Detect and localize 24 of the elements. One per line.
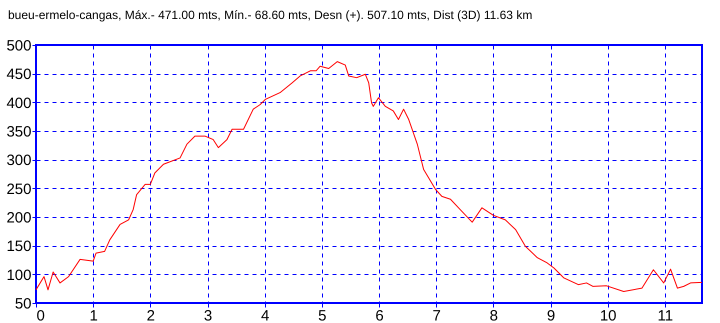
y-tick-label: 200 — [6, 210, 32, 226]
x-tick-label: 1 — [89, 308, 98, 323]
chart-title: bueu-ermelo-cangas, Máx.- 471.00 mts, Mín.- 68.60 mts, Desn (+). 507.10 mts, Dist (3D) 11.63 km — [8, 8, 532, 22]
x-tick-label: 2 — [146, 308, 156, 323]
x-tick-label: 11 — [658, 308, 674, 323]
x-tick-label: 3 — [204, 308, 212, 323]
y-tick-label: 450 — [6, 66, 32, 84]
y-tick-label: 400 — [6, 94, 32, 112]
y-tick-label: 50 — [14, 296, 32, 312]
x-tick-label: 8 — [490, 308, 498, 323]
y-tick-label: 500 — [6, 38, 32, 54]
x-tick-label: 9 — [546, 308, 556, 323]
x-tick-label: 6 — [375, 308, 384, 323]
y-tick-label: 150 — [6, 238, 32, 256]
x-tick-label: 5 — [318, 308, 327, 323]
line-series — [36, 61, 702, 292]
y-tick-label: 300 — [6, 152, 32, 170]
x-tick-label: 7 — [432, 308, 441, 323]
y-tick-label: 100 — [6, 266, 32, 284]
x-tick-label: 10 — [600, 308, 617, 323]
y-tick-label: 250 — [6, 180, 32, 198]
x-tick-label: 4 — [261, 308, 270, 323]
y-tick-label: 350 — [6, 124, 32, 140]
x-tick-label: 0 — [36, 308, 45, 323]
